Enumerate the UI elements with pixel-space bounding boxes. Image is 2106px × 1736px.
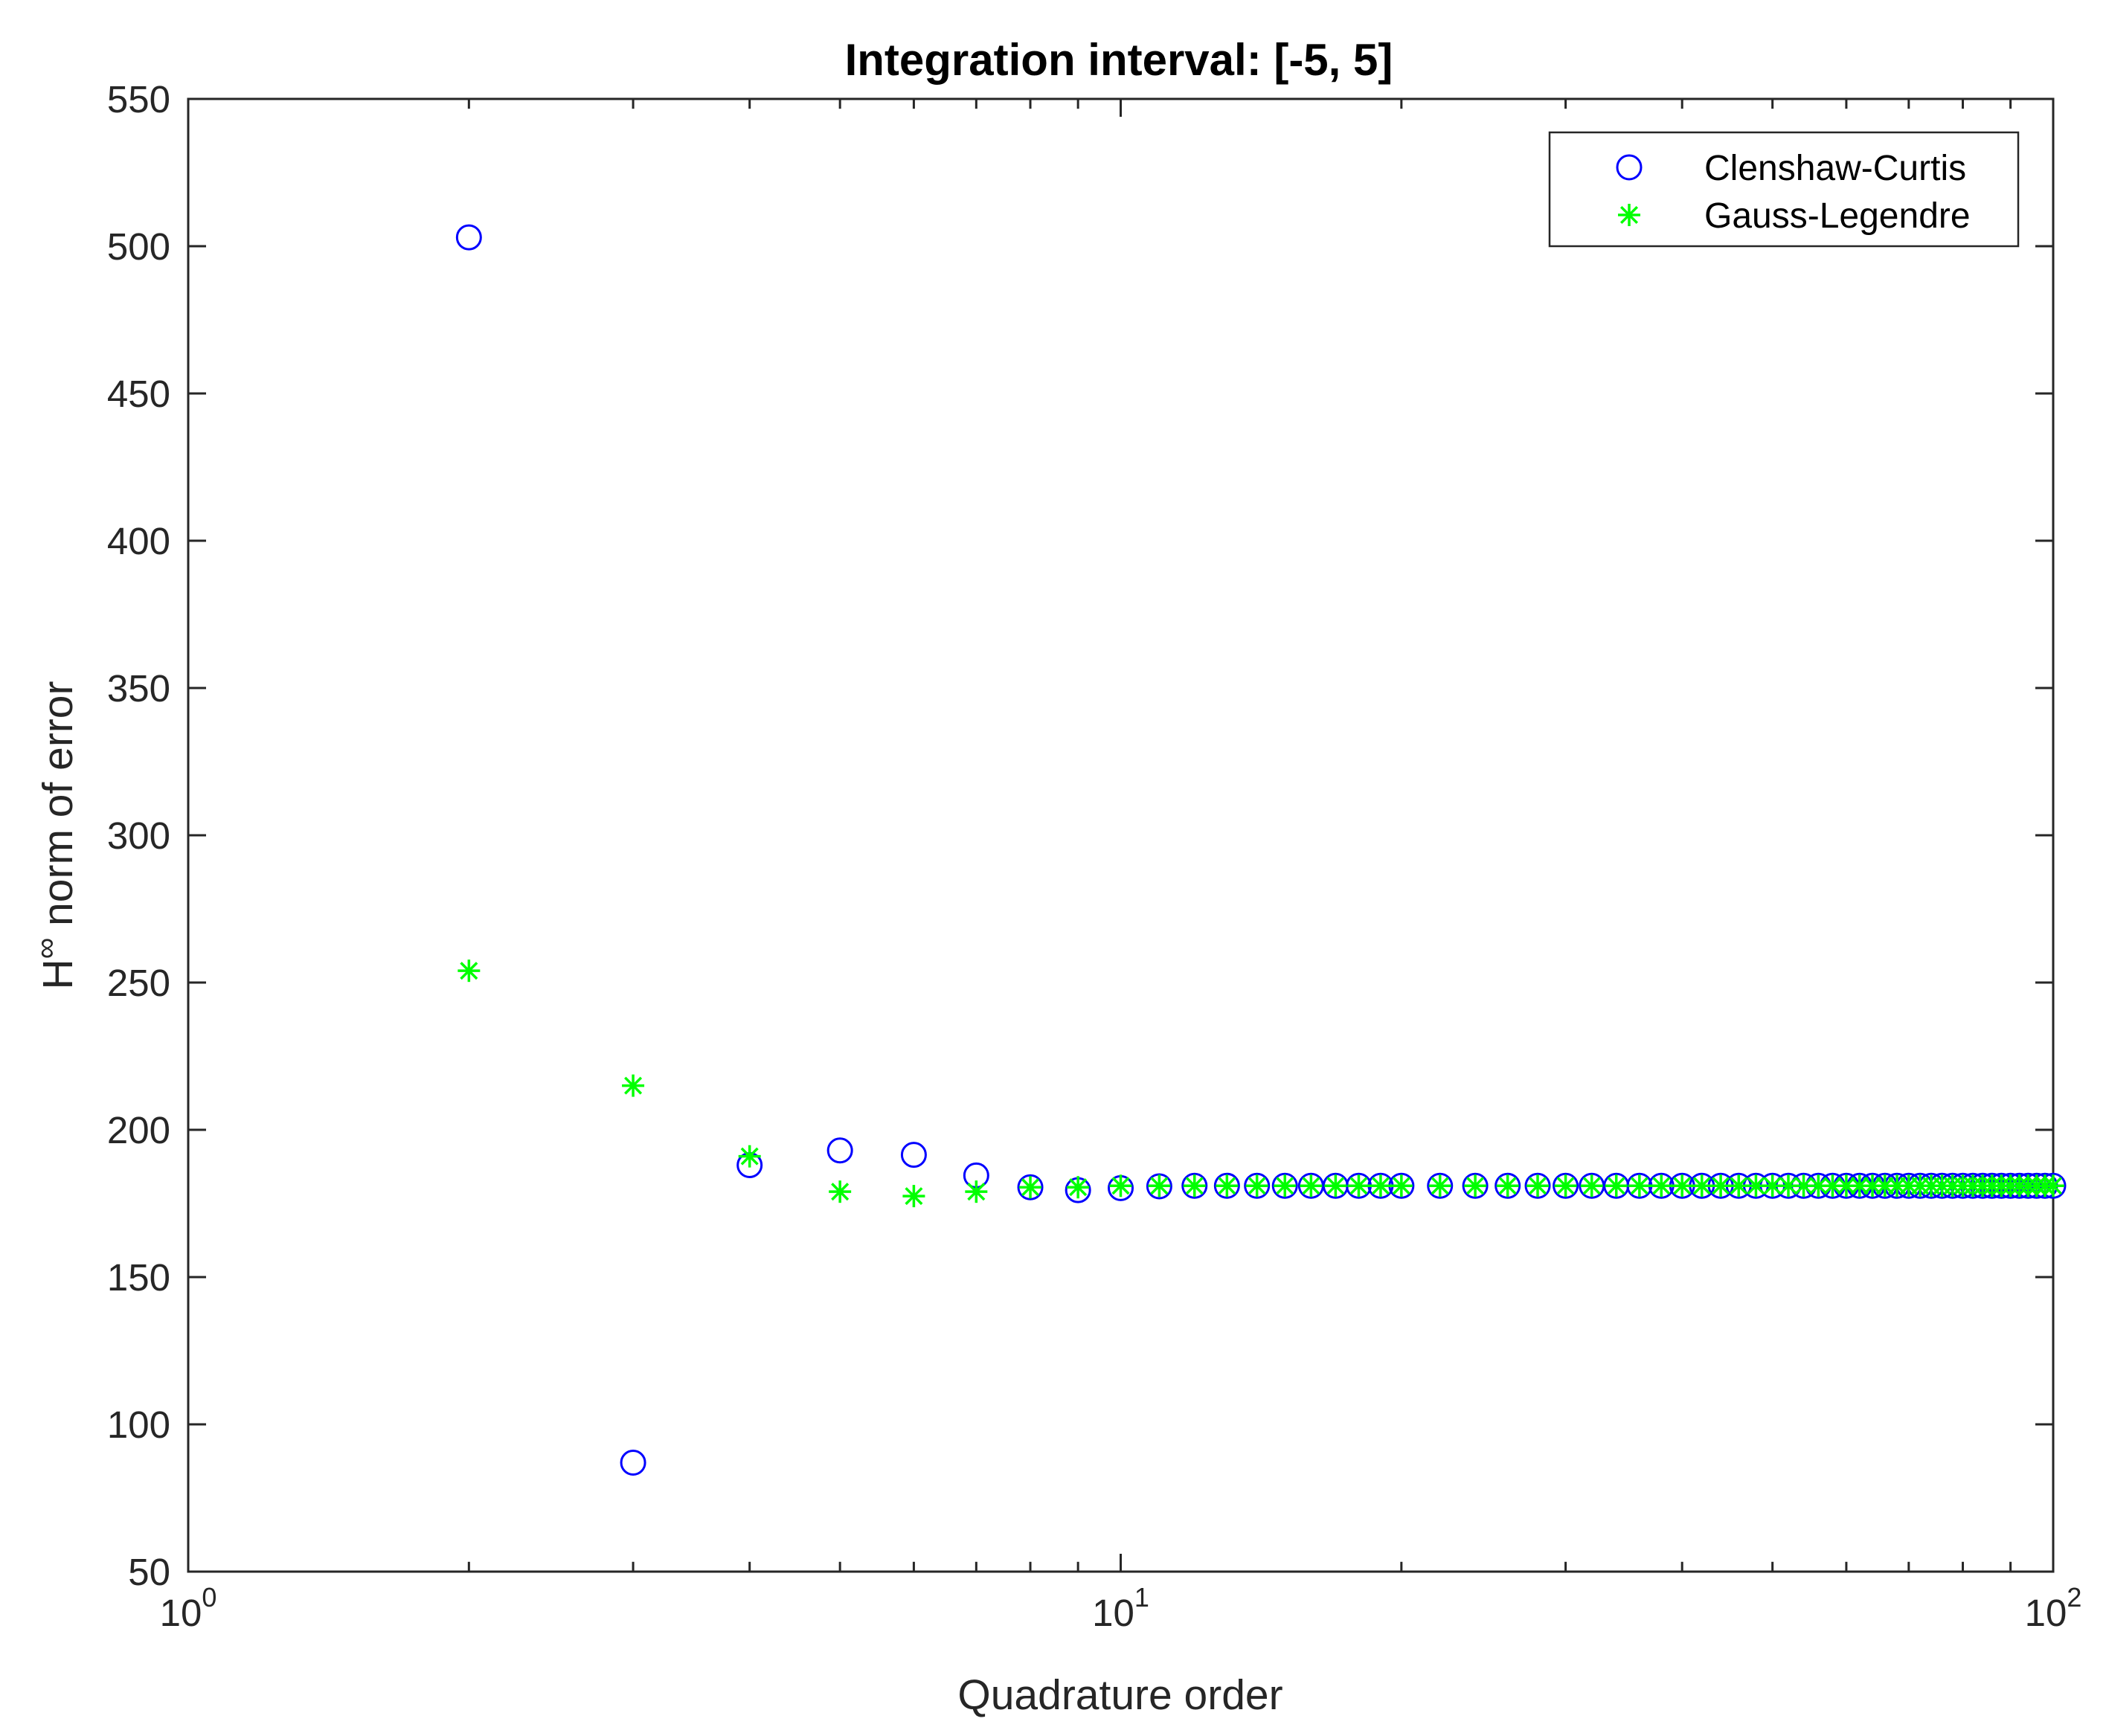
asterisk-marker <box>1761 1174 1784 1197</box>
asterisk-marker <box>1671 1174 1694 1197</box>
x-tick-label-exponent: 1 <box>1134 1582 1149 1613</box>
x-tick-label: 101 <box>1092 1582 1149 1634</box>
asterisk-marker <box>2042 1174 2064 1197</box>
legend-entries: Clenshaw-Curtis Gauss-Legendre <box>1616 149 1971 236</box>
circle-marker <box>900 1142 927 1168</box>
y-tick-label: 550 <box>107 78 170 120</box>
circle-marker <box>1181 1172 1208 1199</box>
legend-label: Clenshaw-Curtis <box>1704 149 1966 188</box>
asterisk-marker <box>1690 1174 1713 1197</box>
asterisk-marker <box>1216 1174 1239 1197</box>
y-tick-label: 100 <box>107 1404 170 1446</box>
asterisk-marker <box>1628 1174 1651 1197</box>
legend-entry: Gauss-Legendre <box>1618 196 1971 236</box>
circle-marker <box>1146 1173 1172 1200</box>
circle-marker <box>1524 1172 1551 1199</box>
legend-entry: Clenshaw-Curtis <box>1616 149 1966 188</box>
asterisk-marker <box>1109 1174 1132 1197</box>
circle-marker <box>1427 1172 1454 1199</box>
circle-marker <box>1017 1174 1044 1200</box>
y-axis-label: H∞ norm of error <box>30 681 82 990</box>
asterisk-marker <box>458 959 481 983</box>
asterisk-marker <box>1848 1174 1871 1197</box>
asterisk-marker <box>1300 1174 1323 1197</box>
x-axis-label: Quadrature order <box>957 1671 1282 1719</box>
x-tick-label-exponent: 2 <box>2067 1582 2081 1613</box>
x-tick-label-base: 10 <box>2025 1592 2067 1634</box>
y-axis-label-superscript: ∞ <box>30 938 62 959</box>
circle-marker <box>1462 1172 1489 1199</box>
x-tick-labels: 100 101 102 <box>160 1582 2082 1634</box>
circle-marker <box>1616 154 1643 181</box>
legend-box <box>1548 131 2020 248</box>
y-tick-label: 500 <box>107 225 170 268</box>
x-tick-label-base: 10 <box>1092 1592 1134 1634</box>
circle-marker <box>1244 1172 1271 1199</box>
x-tick-label-exponent: 0 <box>202 1582 216 1613</box>
y-tick-label: 250 <box>107 962 170 1004</box>
legend-label: Gauss-Legendre <box>1704 196 1971 236</box>
asterisk-marker <box>965 1180 988 1203</box>
asterisk-marker <box>1496 1174 1519 1197</box>
axis-ticks <box>187 97 2055 1573</box>
asterisk-marker <box>902 1185 925 1208</box>
asterisk-marker <box>1019 1176 1042 1199</box>
series-gauss-legendre <box>458 959 2064 1208</box>
asterisk-marker <box>1369 1174 1392 1197</box>
circle-marker <box>1213 1172 1240 1199</box>
asterisk-marker <box>622 1074 645 1097</box>
x-tick-label-base: 10 <box>160 1592 202 1634</box>
asterisk-marker <box>1324 1174 1347 1197</box>
y-tick-label: 350 <box>107 667 170 710</box>
y-tick-label: 450 <box>107 373 170 415</box>
asterisk-marker <box>1526 1174 1550 1197</box>
asterisk-marker <box>738 1145 761 1168</box>
circle-marker <box>826 1137 853 1164</box>
asterisk-marker <box>1183 1174 1206 1197</box>
y-axis-label-base: H <box>34 959 82 989</box>
asterisk-marker <box>1777 1174 1800 1197</box>
legend: Clenshaw-Curtis Gauss-Legendre <box>1548 131 2020 248</box>
x-tick-label: 102 <box>2025 1582 2082 1634</box>
asterisk-marker <box>1605 1174 1628 1197</box>
y-tick-label: 50 <box>128 1551 170 1593</box>
asterisk-marker <box>1618 204 1640 226</box>
y-tick-labels: 50 100 150 200 250 300 350 400 450 500 550 <box>107 78 170 1593</box>
asterisk-marker <box>1709 1174 1733 1197</box>
y-tick-label: 300 <box>107 814 170 857</box>
asterisk-marker <box>1390 1174 1413 1197</box>
asterisk-marker <box>1428 1174 1451 1197</box>
y-axis-label-rest: norm of error <box>34 681 82 938</box>
asterisk-marker <box>1554 1174 1577 1197</box>
x-tick-label: 100 <box>160 1582 217 1634</box>
circle-marker <box>620 1449 646 1476</box>
axes-box <box>187 97 2055 1573</box>
y-tick-label: 200 <box>107 1109 170 1151</box>
y-tick-label: 400 <box>107 520 170 562</box>
circle-marker <box>1553 1172 1579 1199</box>
asterisk-marker <box>1650 1174 1673 1197</box>
asterisk-marker <box>1274 1174 1297 1197</box>
asterisk-marker <box>829 1180 852 1203</box>
asterisk-marker <box>1807 1174 1830 1197</box>
asterisk-marker <box>1464 1174 1487 1197</box>
circle-marker <box>1495 1172 1521 1199</box>
asterisk-marker <box>1347 1174 1370 1197</box>
asterisk-marker <box>1580 1174 1603 1197</box>
data-points <box>455 224 2067 1476</box>
circle-marker <box>455 224 482 251</box>
asterisk-marker <box>1067 1176 1090 1199</box>
asterisk-marker <box>1148 1174 1171 1197</box>
asterisk-marker <box>1245 1174 1268 1197</box>
y-tick-label: 150 <box>107 1256 170 1299</box>
chart-title: Integration interval: [-5, 5] <box>845 35 1393 85</box>
circle-marker <box>1271 1172 1298 1199</box>
